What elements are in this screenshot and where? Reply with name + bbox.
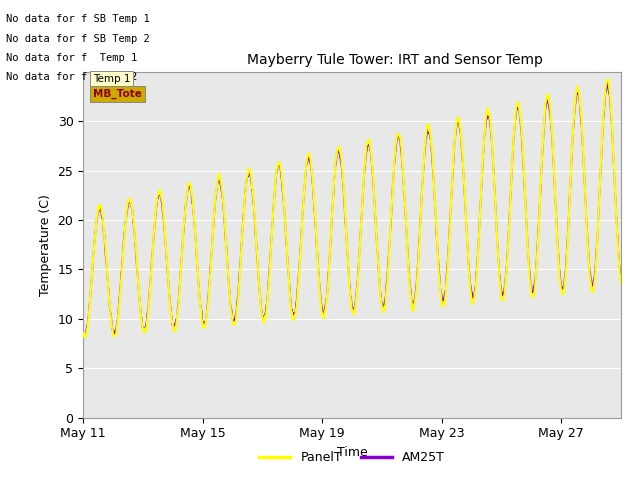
PanelT — [276, 159, 284, 165]
Line: AM25T: AM25T — [83, 83, 621, 337]
PanelT — [604, 76, 612, 82]
Text: No data for f  Temp 1: No data for f Temp 1 — [6, 53, 138, 63]
AM25T — [617, 276, 625, 282]
Text: Temp 1: Temp 1 — [93, 74, 131, 84]
X-axis label: Time: Time — [337, 446, 367, 459]
Y-axis label: Temperature (C): Temperature (C) — [39, 194, 52, 296]
Legend: PanelT, AM25T: PanelT, AM25T — [254, 446, 450, 469]
AM25T — [385, 256, 392, 262]
AM25T — [304, 155, 312, 160]
Line: PanelT: PanelT — [83, 79, 621, 337]
AM25T — [276, 162, 284, 168]
PanelT — [514, 99, 522, 105]
Text: MB_Tote: MB_Tote — [93, 89, 141, 99]
AM25T — [514, 106, 522, 112]
Title: Mayberry Tule Tower: IRT and Sensor Temp: Mayberry Tule Tower: IRT and Sensor Temp — [247, 53, 543, 67]
AM25T — [207, 268, 214, 274]
AM25T — [99, 224, 107, 230]
PanelT — [304, 152, 312, 158]
AM25T — [604, 80, 611, 85]
Text: No data for f SB Temp 2: No data for f SB Temp 2 — [6, 34, 150, 44]
PanelT — [111, 334, 118, 340]
AM25T — [80, 334, 88, 340]
Text: No data for f SB Temp 1: No data for f SB Temp 1 — [6, 14, 150, 24]
PanelT — [99, 214, 106, 219]
PanelT — [207, 270, 214, 276]
PanelT — [79, 330, 87, 336]
PanelT — [617, 281, 625, 287]
PanelT — [385, 264, 392, 269]
Text: No data for f  Temp 2: No data for f Temp 2 — [6, 72, 138, 82]
AM25T — [79, 330, 87, 336]
